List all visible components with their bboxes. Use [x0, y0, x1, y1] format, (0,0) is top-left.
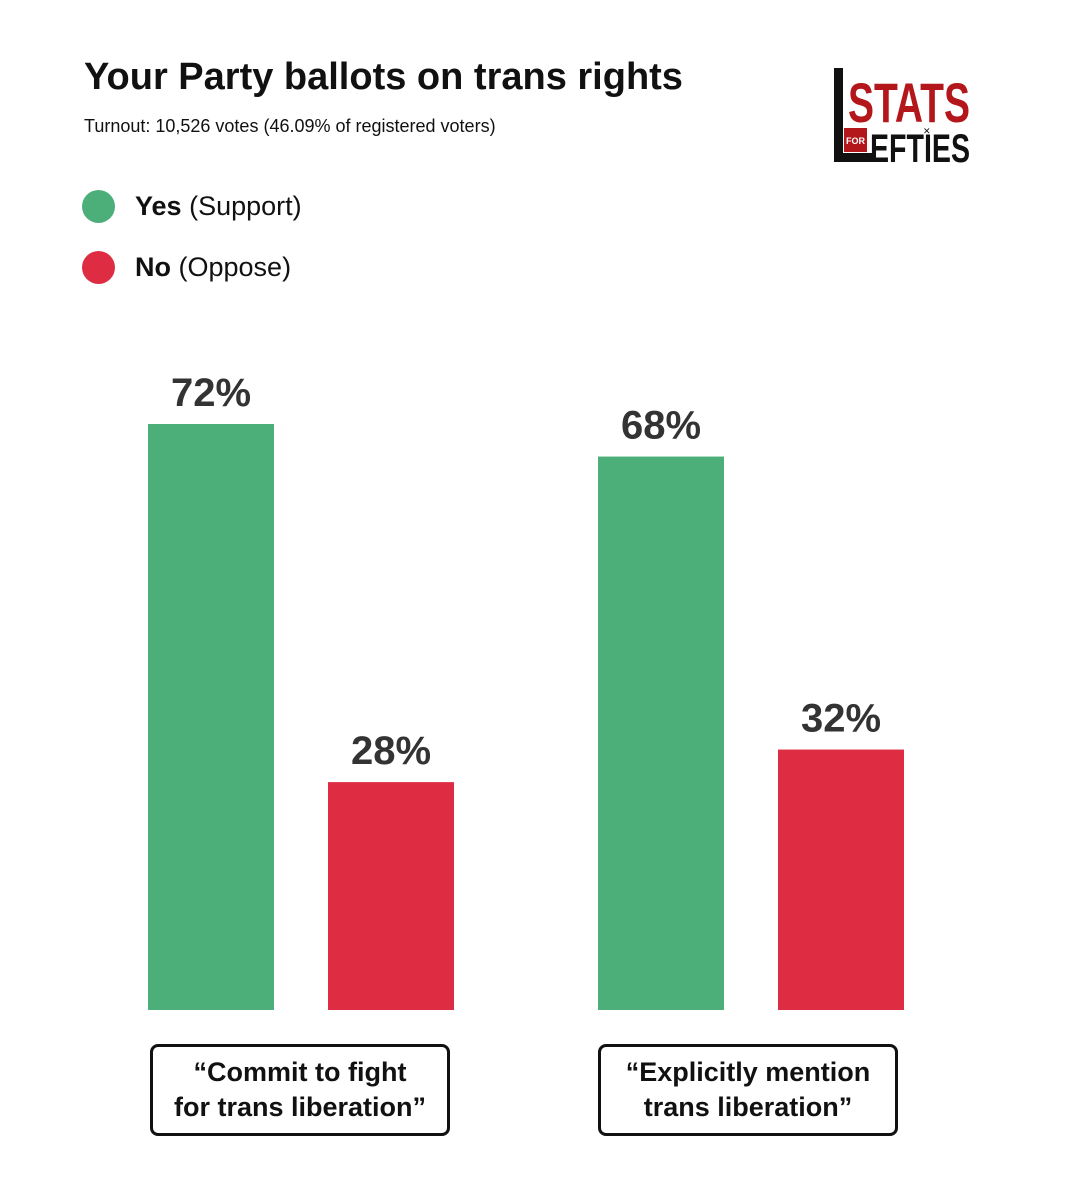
value-label-yes-0: 72% [171, 371, 251, 415]
bar-no-0 [328, 782, 454, 1010]
bar-yes-1 [598, 456, 724, 1010]
legend-no-label: (Oppose) [178, 252, 292, 282]
legend-no-swatch [82, 251, 115, 284]
chart-title: Your Party ballots on trans rights [84, 56, 683, 98]
legend-yes-bold: Yes [135, 191, 182, 221]
legend-item-yes: Yes (Support) [82, 190, 302, 223]
logo-stats-text: STATS [848, 71, 970, 134]
value-label-no-1: 32% [801, 697, 881, 741]
legend-item-no: No (Oppose) [82, 251, 291, 284]
category-label-commit: “Commit to fight for trans liberation” [150, 1044, 450, 1136]
legend-no-bold: No [135, 252, 171, 282]
value-label-yes-1: 68% [621, 404, 701, 448]
value-label-no-0: 28% [351, 729, 431, 773]
stats-for-lefties-logo: STATS FOR EFTIES ✕ [834, 68, 970, 164]
logo-x-mark-icon: ✕ [923, 127, 931, 137]
logo-lefties-text: EFTIES [870, 127, 970, 164]
chart-subtitle: Turnout: 10,526 votes (46.09% of registe… [84, 116, 496, 136]
category-label-mention: “Explicitly mention trans liberation” [598, 1044, 898, 1136]
legend-yes-swatch [82, 190, 115, 223]
bar-yes-0 [148, 424, 274, 1010]
legend-yes-label: (Support) [189, 191, 302, 221]
logo-for-text: FOR [846, 136, 865, 146]
bar-no-1 [778, 749, 904, 1010]
